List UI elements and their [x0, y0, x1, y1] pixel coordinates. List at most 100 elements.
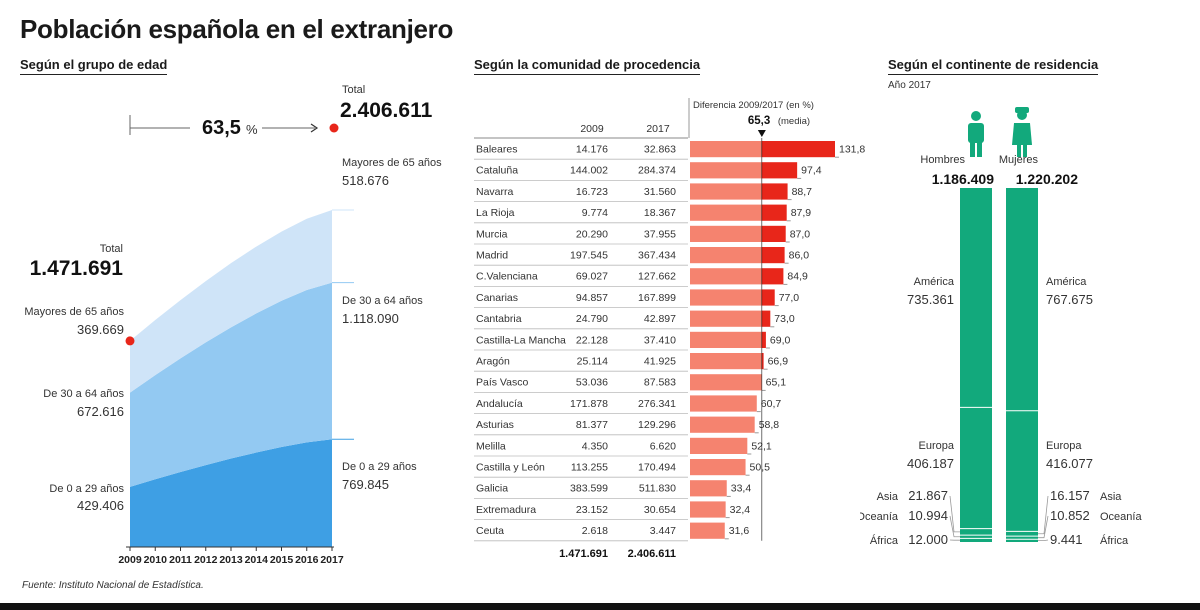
area-young [130, 439, 332, 547]
diff-bar [690, 268, 762, 285]
media-label: (media) [778, 116, 810, 127]
continent-bars: Hombres 1.186.409 América 735.361 Europa 406.… [860, 107, 1142, 547]
region-name: Cataluña [476, 165, 518, 177]
region-name: País Vasco [476, 377, 528, 389]
region-2017: 37.410 [644, 334, 676, 346]
diff-bar-above-media [761, 162, 798, 179]
diff-bar [690, 141, 762, 158]
region-2009: 14.176 [576, 144, 608, 156]
diff-label: 77,0 [779, 292, 800, 304]
diff-bar [690, 183, 762, 200]
segment-name: Asia [877, 491, 899, 503]
x-tick-label: 2011 [169, 554, 192, 566]
region-name: C.Valenciana [476, 271, 538, 283]
diff-bar-above-media [761, 353, 764, 370]
diff-bar [690, 353, 762, 370]
total-2009-dot [125, 336, 135, 346]
region-name: Melilla [476, 440, 506, 452]
diff-label: 32,4 [730, 504, 751, 516]
x-tick-label: 2010 [144, 554, 168, 566]
segment-4 [1006, 539, 1038, 542]
diff-bar [690, 522, 725, 539]
continent-section-title: Según el continente de residencia [888, 57, 1099, 75]
segment-name: América [1046, 276, 1087, 288]
leader-line [1038, 539, 1049, 542]
leader-line [949, 495, 960, 533]
man-body [968, 123, 984, 143]
segment-name: Oceanía [860, 511, 899, 523]
age-x-axis: 2009 2010 2011 2012 2013 2014 2015 2016 2017 [118, 546, 344, 566]
region-2017: 511.830 [639, 483, 676, 495]
region-name: Navarra [476, 186, 514, 198]
age-area-plot [130, 209, 354, 547]
region-2017: 32.863 [644, 144, 676, 156]
region-name: Madrid [476, 250, 508, 262]
segment-name: Asia [1100, 491, 1122, 503]
diff-bar-above-media [761, 289, 775, 306]
region-section-title: Según la comunidad de procedencia [474, 57, 701, 75]
segment-value: 406.187 [907, 456, 954, 471]
region-2009: 9.774 [582, 207, 608, 219]
diff-bar [690, 331, 762, 348]
region-2017: 30.654 [644, 504, 676, 516]
area-middle [130, 282, 332, 487]
region-2017: 6.620 [650, 440, 676, 452]
region-2009: 24.790 [576, 313, 608, 325]
diff-label: 58,8 [759, 419, 780, 431]
man-leg [970, 141, 975, 157]
region-2009: 23.152 [576, 504, 608, 516]
region-2009: 94.857 [576, 292, 608, 304]
region-name: Castilla-La Mancha [476, 334, 566, 346]
woman-dress [1012, 123, 1032, 145]
region-2017: 87.583 [644, 377, 676, 389]
diff-label: 87,9 [791, 207, 812, 219]
continent-year-note: Año 2017 [888, 80, 931, 91]
woman-leg [1017, 143, 1021, 157]
start-value: 429.406 [77, 498, 124, 513]
region-2009: 4.350 [582, 440, 608, 452]
source-note: Fuente: Instituto Nacional de Estadístic… [22, 580, 204, 591]
x-tick-label: 2014 [245, 554, 269, 566]
continent-chart: Hombres 1.186.409 América 735.361 Europa 406.… [860, 107, 1142, 547]
diff-label: 50,5 [750, 462, 771, 474]
start-label: De 0 a 29 años [49, 483, 124, 495]
man-leg [977, 141, 982, 157]
region-2017: 42.897 [644, 313, 676, 325]
x-tick-label: 2009 [118, 554, 142, 566]
start-label: De 30 a 64 años [43, 388, 124, 400]
region-name: Murcia [476, 228, 508, 240]
diff-bar [690, 437, 748, 454]
region-name: Canarias [476, 292, 518, 304]
end-value: 1.118.090 [342, 311, 399, 326]
diff-label: 87,0 [790, 228, 811, 240]
diff-bar-above-media [761, 331, 766, 348]
end-label: Mayores de 65 años [342, 157, 442, 169]
diff-label: 73,0 [774, 313, 795, 325]
region-2009: 16.723 [576, 186, 608, 198]
segment-name: América [914, 276, 955, 288]
region-2009: 53.036 [576, 377, 608, 389]
segment-1 [1006, 410, 1038, 532]
segment-name: África [1100, 534, 1129, 547]
region-name: Aragón [476, 356, 510, 368]
segment-3 [960, 535, 992, 539]
region-2009: 20.290 [576, 228, 608, 240]
diff-bar [690, 162, 762, 179]
segment-value: 10.994 [908, 508, 948, 523]
segment-name: África [870, 534, 899, 547]
region-2009: 197.545 [570, 250, 608, 262]
growth-arrow-head [310, 123, 319, 133]
diff-bar [690, 289, 762, 306]
diff-bar-above-media [761, 141, 835, 158]
leader-line [1038, 495, 1049, 535]
media-marker [757, 130, 766, 137]
bottom-rule [0, 603, 1200, 610]
group-total: 1.186.409 [932, 171, 994, 187]
diff-label: 86,0 [789, 250, 810, 262]
diff-bar [690, 204, 762, 221]
region-2009: 383.599 [570, 483, 608, 495]
region-2017: 18.367 [644, 207, 676, 219]
region-name: Asturias [476, 419, 514, 431]
diff-label: 65,1 [766, 377, 787, 389]
diff-label: 97,4 [801, 165, 822, 177]
